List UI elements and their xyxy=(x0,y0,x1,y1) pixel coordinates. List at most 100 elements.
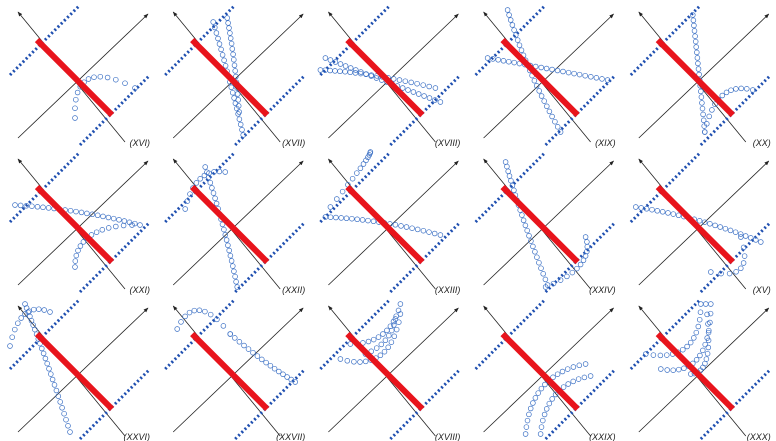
chain-link xyxy=(17,202,24,209)
chain-link xyxy=(582,72,588,79)
chain-link xyxy=(51,382,58,388)
chain-link xyxy=(122,80,128,86)
chain-link xyxy=(212,195,218,202)
dotted-line xyxy=(699,367,772,441)
chain-link xyxy=(560,384,567,390)
dotted-line xyxy=(389,367,462,441)
chain-link xyxy=(384,327,390,334)
chain-link xyxy=(398,223,404,229)
chain-link xyxy=(698,94,705,100)
chain-link xyxy=(506,173,513,179)
dotted-line xyxy=(319,150,392,224)
chain-link xyxy=(549,396,555,402)
chain-link xyxy=(582,234,589,240)
chain-link xyxy=(381,348,388,355)
chain-link xyxy=(694,55,701,61)
chain-link xyxy=(113,223,119,230)
dotted-line xyxy=(544,220,617,294)
red-bar xyxy=(345,184,425,265)
chain-link xyxy=(664,352,670,358)
chain-link xyxy=(354,170,360,176)
chain-link xyxy=(77,243,84,249)
chain-link xyxy=(726,270,733,277)
chain-link xyxy=(363,71,369,77)
panel-label: (XXX) xyxy=(747,432,771,441)
chain-link xyxy=(535,390,541,396)
chain-link xyxy=(506,58,512,65)
chain-link xyxy=(696,71,702,78)
red-bar xyxy=(500,184,580,265)
chain-link xyxy=(540,271,546,277)
dotted-line xyxy=(234,73,307,147)
chain-link xyxy=(691,22,697,29)
chain-link xyxy=(367,149,374,155)
chain-link xyxy=(437,232,444,238)
chain-link xyxy=(709,107,715,113)
chain-link xyxy=(680,346,686,353)
chain-link xyxy=(7,343,13,349)
chain-link xyxy=(599,76,605,82)
chain-link xyxy=(582,361,589,367)
chain-link xyxy=(643,351,649,357)
chain-link xyxy=(549,66,555,73)
chain-link xyxy=(541,411,548,418)
chain-link xyxy=(432,97,438,103)
chain-link xyxy=(691,335,697,341)
chain-link xyxy=(702,341,708,348)
arrow xyxy=(483,160,614,286)
chain-link xyxy=(228,40,235,47)
chain-link xyxy=(519,212,525,218)
chain-link xyxy=(659,209,666,215)
chain-link xyxy=(707,221,713,227)
chain-link xyxy=(410,89,417,95)
chain-link xyxy=(327,57,334,63)
panel-label: (XXIII) xyxy=(435,285,461,295)
arrow xyxy=(638,307,770,433)
chain-link xyxy=(405,87,411,93)
chain-link xyxy=(44,360,50,367)
red-bar xyxy=(500,331,580,412)
chain-link xyxy=(233,73,239,80)
chain-link xyxy=(228,258,235,264)
chain-link xyxy=(229,46,236,52)
chain-link xyxy=(351,359,357,365)
chain-link xyxy=(738,85,744,92)
chain-link xyxy=(694,49,700,56)
panel-label: (XXVI) xyxy=(123,432,150,441)
chain-link xyxy=(574,265,580,272)
chain-link xyxy=(571,70,577,77)
chain-link xyxy=(740,260,747,266)
chain-link xyxy=(240,132,246,138)
chain-link xyxy=(36,306,42,312)
chain-link xyxy=(718,270,724,277)
chain-link xyxy=(509,22,516,28)
chain-link xyxy=(582,253,589,259)
chain-link xyxy=(700,347,706,354)
chain-link xyxy=(80,239,87,245)
chain-link xyxy=(495,57,501,63)
chain-link xyxy=(414,226,421,233)
chain-link xyxy=(222,169,228,175)
chain-link xyxy=(703,301,709,307)
dotted-line xyxy=(474,3,547,77)
chain-link xyxy=(224,15,230,21)
chain-link xyxy=(399,85,406,91)
chain-link xyxy=(233,279,239,285)
chain-link xyxy=(223,237,230,243)
dotted-line xyxy=(319,297,392,371)
chain-link xyxy=(237,121,244,128)
dotted-line xyxy=(8,297,82,371)
dotted-line xyxy=(8,150,82,224)
chain-link xyxy=(12,202,18,208)
chain-link xyxy=(49,376,56,383)
arrow xyxy=(638,160,770,286)
chain-link xyxy=(213,200,220,207)
chain-link xyxy=(508,177,514,184)
chain-link xyxy=(484,55,491,61)
chain-link xyxy=(29,203,35,209)
chain-link xyxy=(705,321,711,327)
panel-label: (XVII) xyxy=(282,138,305,148)
chain-link xyxy=(708,301,714,307)
chain-link xyxy=(67,429,73,435)
